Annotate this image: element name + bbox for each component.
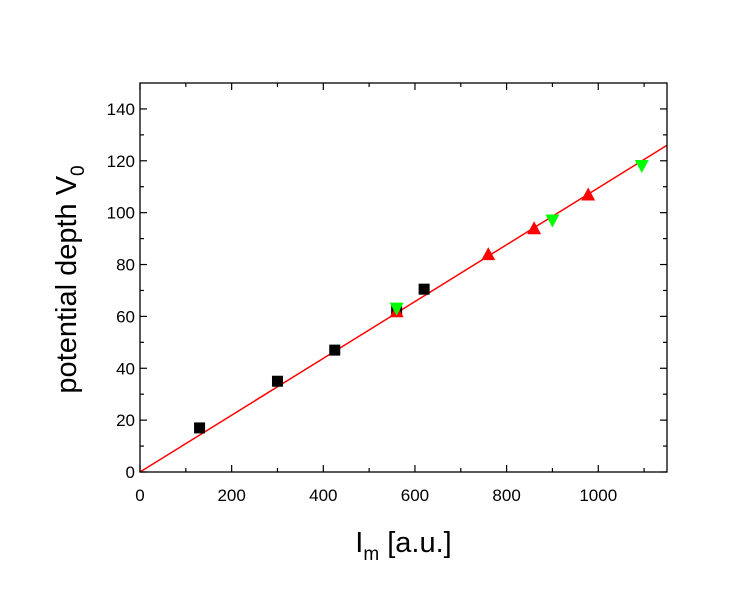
plot-frame — [139, 82, 668, 473]
y-tick-label: 60 — [116, 307, 135, 326]
tick-labels: 0 200 400 600 800 1000 0 20 40 60 80 100 120 140 — [107, 100, 618, 505]
data-point-triangle-up — [481, 247, 496, 261]
y-tick-label: 140 — [107, 100, 135, 119]
data-point-square — [418, 283, 430, 295]
x-tick-label: 200 — [217, 486, 245, 505]
x-tick-label: 0 — [135, 486, 144, 505]
y-axis-title: potential depth V0 — [51, 165, 89, 393]
x-tick-label: 600 — [401, 486, 429, 505]
data-point-triangle-down — [545, 214, 560, 228]
y-tick-label: 120 — [107, 152, 135, 171]
fit-line-layer — [139, 144, 668, 473]
y-tick-label: 80 — [116, 256, 135, 275]
data-point-triangle-down — [634, 159, 649, 173]
data-points — [194, 159, 649, 434]
data-point-triangle-down — [389, 302, 404, 316]
axis-ticks — [139, 83, 667, 473]
data-point-triangle-up — [581, 187, 596, 201]
x-tick-label: 1000 — [579, 486, 617, 505]
data-point-square — [271, 375, 283, 387]
data-point-square — [194, 422, 206, 434]
data-point-triangle-up — [527, 221, 542, 235]
y-tick-label: 40 — [116, 359, 135, 378]
y-tick-label: 20 — [116, 411, 135, 430]
y-tick-label: 100 — [107, 204, 135, 223]
fit-line — [139, 144, 668, 473]
x-axis-title: Im [a.u.] — [355, 527, 451, 565]
x-tick-label: 800 — [492, 486, 520, 505]
data-point-square — [329, 344, 341, 356]
x-axis-title-subscript: m — [363, 544, 379, 565]
x-axis-title-unit: [a.u.] — [379, 527, 452, 559]
y-tick-label: 0 — [126, 463, 135, 482]
y-axis-title-subscript: 0 — [68, 165, 89, 176]
x-tick-label: 400 — [309, 486, 337, 505]
x-axis-title-main: I — [355, 527, 363, 559]
y-axis-title-main: potential depth V — [51, 175, 83, 393]
